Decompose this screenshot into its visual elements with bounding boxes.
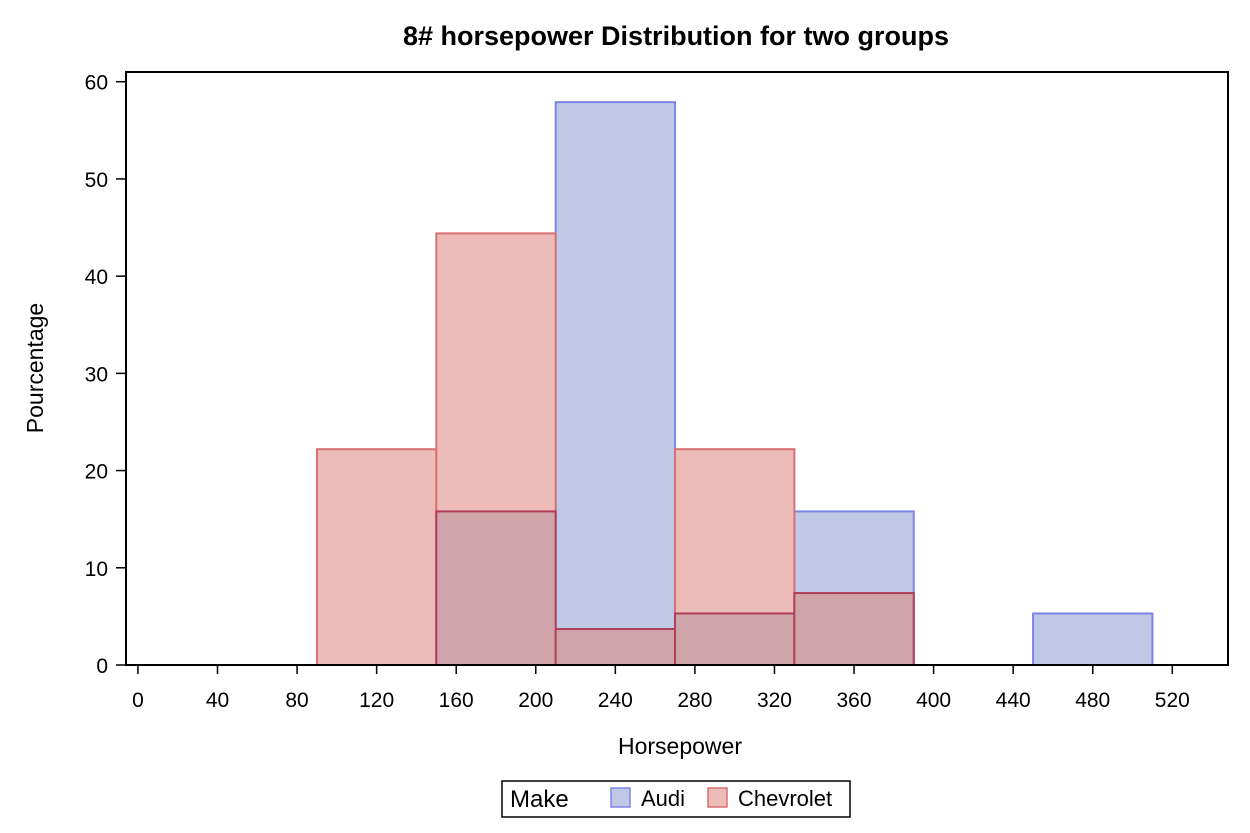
x-tick-label: 240 <box>598 689 633 712</box>
x-tick-label: 400 <box>916 689 951 712</box>
legend-swatch-chevrolet <box>707 787 728 808</box>
x-tick-label: 120 <box>359 689 394 712</box>
bar-overlap <box>793 592 915 667</box>
x-tick-label: 360 <box>837 689 872 712</box>
x-tick-label: 40 <box>206 689 229 712</box>
x-tick-label: 440 <box>996 689 1031 712</box>
legend-frame <box>501 780 851 818</box>
legend: Make Audi Chevrolet <box>501 780 851 818</box>
y-tick-label: 10 <box>85 558 108 581</box>
x-tick-label: 520 <box>1155 689 1190 712</box>
y-tick-label: 30 <box>85 363 108 386</box>
x-tick-label: 0 <box>132 689 144 712</box>
y-axis-label: Pourcentage <box>22 303 48 433</box>
legend-label-audi: Audi <box>641 786 685 811</box>
legend-swatch-audi <box>610 787 631 808</box>
chart-title: 8# horsepower Distribution for two group… <box>403 21 949 51</box>
x-axis: 0 40 80 120 160 200 240 280 320 360 400 440 480 520 <box>132 665 1190 712</box>
x-tick-label: 480 <box>1075 689 1110 712</box>
x-tick-label: 320 <box>757 689 792 712</box>
y-axis: 0 10 20 30 40 50 60 <box>85 72 126 678</box>
x-tick-label: 160 <box>439 689 474 712</box>
y-tick-label: 50 <box>85 169 108 192</box>
y-tick-label: 40 <box>85 266 108 289</box>
plot-frame <box>125 71 1229 666</box>
bar-chevrolet <box>315 448 438 666</box>
legend-label-chevrolet: Chevrolet <box>738 786 832 811</box>
bar-audi <box>554 101 677 667</box>
y-tick-label: 0 <box>96 655 108 678</box>
bar-audi <box>1032 612 1154 666</box>
y-tick-label: 60 <box>85 72 108 95</box>
y-tick-label: 20 <box>85 461 108 484</box>
bars-layer <box>315 101 1154 667</box>
x-tick-label: 280 <box>677 689 712 712</box>
x-tick-label: 200 <box>518 689 553 712</box>
bar-overlap <box>554 628 677 666</box>
x-axis-label: Horsepower <box>618 733 742 759</box>
bar-overlap <box>435 510 557 667</box>
x-tick-label: 80 <box>285 689 308 712</box>
legend-title: Make <box>510 786 569 813</box>
bar-overlap <box>674 612 796 666</box>
